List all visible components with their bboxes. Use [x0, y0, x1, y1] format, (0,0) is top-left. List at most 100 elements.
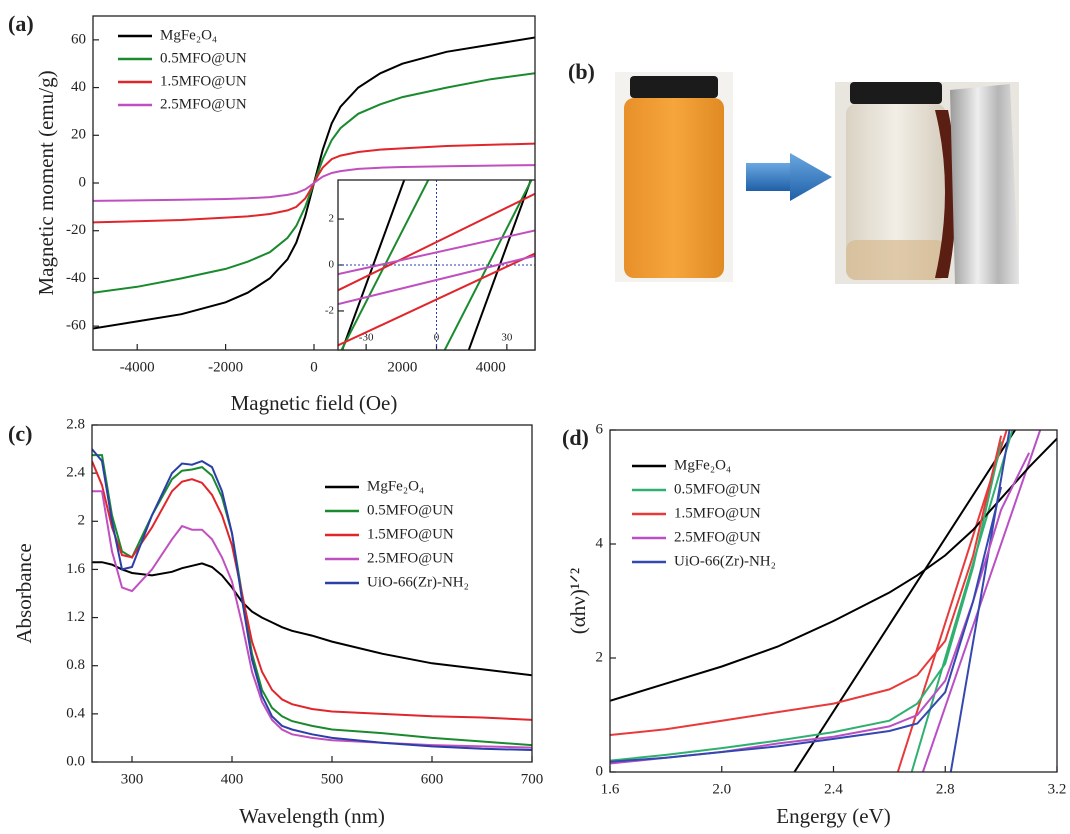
x-tick-label: 600 — [421, 771, 444, 787]
series-line — [93, 164, 535, 202]
y-tick-label: 2.8 — [66, 416, 85, 432]
x-tick-label: 400 — [221, 771, 244, 787]
arrow-head — [790, 153, 832, 201]
x-tick-label: 700 — [521, 771, 544, 787]
series-line — [92, 561, 532, 677]
y-tick-label: -2 — [325, 304, 334, 316]
y-tick-label: 4 — [596, 535, 604, 551]
plot-frame — [337, 179, 536, 351]
y-tick-label: 0.4 — [66, 705, 85, 721]
magnet-foil — [950, 84, 1019, 284]
panel-label: (b) — [568, 59, 595, 84]
legend-label: 2.5MFO@UN — [160, 96, 247, 112]
photo-panel: (b) — [568, 59, 1019, 284]
arrow-body — [746, 163, 790, 191]
y-tick-label: -60 — [66, 318, 86, 334]
plot-frame — [91, 424, 533, 763]
series-line — [610, 441, 1003, 762]
legend-label: MgFe₂O₄ — [674, 457, 731, 473]
series-line — [92, 448, 532, 751]
series-line — [338, 229, 535, 276]
panel-label: (d) — [562, 425, 589, 450]
y-tick-label: 0.0 — [66, 753, 85, 769]
y-tick-label: 1.6 — [66, 561, 85, 577]
series-line — [610, 435, 1003, 736]
series-line — [341, 180, 406, 350]
x-axis-label: Wavelength (nm) — [239, 804, 385, 828]
vial-orange — [624, 98, 724, 278]
y-tick-label: 0 — [596, 763, 604, 779]
y-tick-label: 60 — [71, 31, 86, 47]
x-tick-label: 1.6 — [601, 781, 620, 797]
fit-line — [949, 430, 1011, 772]
legend-label: 2.5MFO@UN — [674, 529, 761, 545]
legend-label: UiO-66(Zr)-NH₂ — [367, 574, 469, 590]
magnetic-deposit — [935, 110, 957, 278]
vial-cap — [850, 82, 942, 104]
vial-cap — [630, 76, 718, 98]
fit-line — [910, 430, 1014, 772]
fit-line — [793, 430, 1016, 772]
legend-label: 1.5MFO@UN — [674, 505, 761, 521]
series-line — [340, 180, 430, 350]
y-tick-label: 0.8 — [66, 657, 85, 673]
x-tick-label: -4000 — [120, 359, 155, 375]
y-axis-label: (αhν)¹ᐟ² — [566, 568, 590, 634]
series-line — [92, 454, 532, 747]
legend-label: MgFe₂O₄ — [367, 478, 424, 494]
x-tick-label: 3.2 — [1048, 781, 1067, 797]
x-tick-label: 0 — [310, 359, 318, 375]
legend-label: 0.5MFO@UN — [674, 481, 761, 497]
legend-label: 0.5MFO@UN — [367, 502, 454, 518]
series-line — [338, 254, 535, 306]
series-line — [338, 192, 535, 292]
y-tick-label: 20 — [71, 127, 86, 143]
y-tick-label: 2.4 — [66, 465, 85, 481]
y-tick-label: 2 — [596, 649, 604, 665]
legend-label: 1.5MFO@UN — [367, 526, 454, 542]
series-line — [610, 437, 1057, 702]
panel-label: (c) — [8, 421, 32, 446]
series-line — [467, 180, 532, 350]
x-axis-label: Engergy (eV) — [776, 804, 891, 828]
chart: (d) 1.6 2.0 2.4 2.8 3.2 0 2 4 6 Engergy (eV) (αhν)¹… — [562, 421, 1066, 827]
y-tick-label: 6 — [596, 421, 604, 437]
y-tick-label: 2 — [78, 513, 86, 529]
series-line — [610, 452, 1030, 765]
legend-label: MgFe₂O₄ — [160, 27, 217, 43]
x-tick-label: 500 — [321, 771, 344, 787]
vial-clear — [846, 104, 946, 280]
x-tick-label: 300 — [121, 771, 144, 787]
series-line — [338, 252, 535, 347]
legend-label: UiO-66(Zr)-NH₂ — [674, 553, 776, 569]
y-tick-label: 0 — [329, 259, 335, 271]
x-tick-label: -2000 — [208, 359, 243, 375]
x-tick-label: 4000 — [476, 359, 506, 375]
x-axis-label: Magnetic field (Oe) — [231, 391, 398, 415]
legend-label: 0.5MFO@UN — [160, 50, 247, 66]
fit-line — [921, 430, 1042, 772]
y-axis-label: Magnetic moment (emu/g) — [34, 70, 58, 295]
y-tick-label: 1.2 — [66, 609, 85, 625]
x-tick-label: 2.0 — [712, 781, 731, 797]
y-tick-label: 0 — [79, 174, 87, 190]
chart: (c) 300 400 500 600 700 0.0 0.4 0.8 1.2 1.6 2 2.4 2.8… — [8, 416, 543, 827]
series-line — [610, 486, 1003, 763]
x-tick-label: 30 — [501, 332, 513, 344]
x-tick-label: -30 — [359, 332, 374, 344]
x-tick-label: 2.4 — [824, 781, 843, 797]
y-axis-label: Absorbance — [12, 543, 36, 643]
x-tick-label: 2000 — [387, 359, 417, 375]
panel-label: (a) — [8, 11, 34, 36]
legend-label: 2.5MFO@UN — [367, 550, 454, 566]
x-tick-label: 2.8 — [936, 781, 955, 797]
y-tick-label: 2 — [329, 213, 335, 225]
plot-frame — [609, 429, 1058, 773]
vial-bottom — [846, 240, 946, 280]
chart: -30030-202 — [325, 179, 536, 351]
y-tick-label: -40 — [66, 270, 86, 286]
series-line — [92, 460, 532, 721]
y-tick-label: -20 — [66, 222, 86, 238]
y-tick-label: 40 — [71, 79, 86, 95]
